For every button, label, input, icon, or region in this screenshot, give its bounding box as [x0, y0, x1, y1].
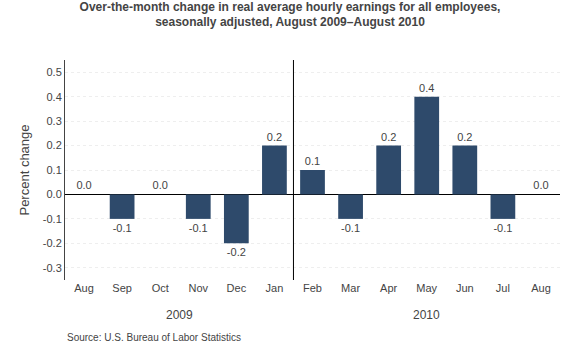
svg-text:-0.1: -0.1	[493, 222, 512, 234]
svg-text:Jan: Jan	[266, 282, 284, 294]
svg-text:0.5: 0.5	[47, 66, 62, 78]
svg-text:0.4: 0.4	[419, 82, 434, 94]
svg-text:2009: 2009	[166, 308, 193, 322]
svg-text:Apr: Apr	[380, 282, 397, 294]
svg-text:Aug: Aug	[531, 282, 551, 294]
svg-text:0.2: 0.2	[47, 139, 62, 151]
svg-text:-0.3: -0.3	[43, 262, 62, 274]
svg-text:0.1: 0.1	[305, 155, 320, 167]
svg-text:Jun: Jun	[456, 282, 474, 294]
svg-text:2010: 2010	[413, 308, 440, 322]
svg-text:Source: U.S. Bureau of Labor S: Source: U.S. Bureau of Labor Statistics	[67, 332, 241, 343]
svg-text:-0.1: -0.1	[113, 222, 132, 234]
svg-text:Percent change: Percent change	[17, 124, 32, 215]
svg-text:May: May	[416, 282, 437, 294]
svg-text:Over-the-month change in real: Over-the-month change in real average ho…	[80, 0, 501, 29]
svg-text:Oct: Oct	[152, 282, 169, 294]
svg-text:0.2: 0.2	[457, 131, 472, 143]
svg-text:Jul: Jul	[496, 282, 510, 294]
svg-text:0.0: 0.0	[153, 179, 168, 191]
svg-text:0.0: 0.0	[76, 179, 91, 191]
svg-text:-0.1: -0.1	[43, 213, 62, 225]
svg-text:0.2: 0.2	[267, 131, 282, 143]
svg-text:Sep: Sep	[112, 282, 132, 294]
svg-text:Mar: Mar	[341, 282, 360, 294]
svg-text:-0.2: -0.2	[43, 237, 62, 249]
svg-text:-0.2: -0.2	[227, 246, 246, 258]
svg-text:0.4: 0.4	[47, 91, 62, 103]
svg-text:Nov: Nov	[188, 282, 208, 294]
svg-text:0.2: 0.2	[381, 131, 396, 143]
svg-text:Aug: Aug	[74, 282, 94, 294]
svg-text:0.0: 0.0	[47, 188, 62, 200]
svg-text:Feb: Feb	[303, 282, 322, 294]
svg-text:0.1: 0.1	[47, 164, 62, 176]
svg-text:0.3: 0.3	[47, 115, 62, 127]
svg-text:-0.1: -0.1	[189, 222, 208, 234]
svg-text:0.0: 0.0	[533, 179, 548, 191]
svg-text:-0.1: -0.1	[341, 222, 360, 234]
svg-text:Dec: Dec	[227, 282, 247, 294]
